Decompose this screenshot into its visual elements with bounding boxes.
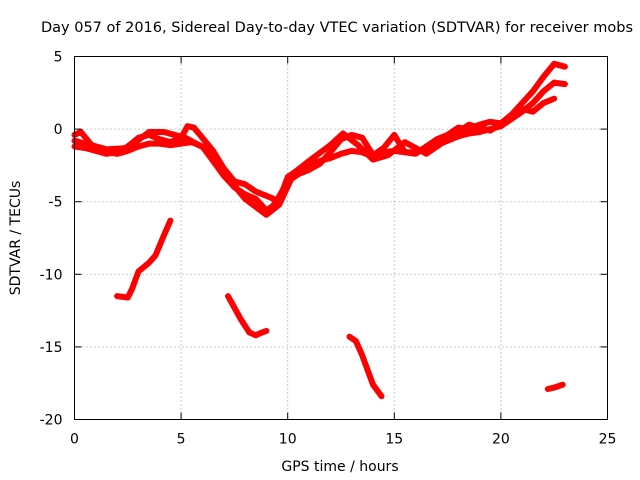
y-tick-label: 5 xyxy=(54,50,63,66)
axis-ticks xyxy=(74,56,608,420)
x-tick-label: 15 xyxy=(385,432,403,448)
x-tick-label: 0 xyxy=(70,432,79,448)
x-tick-label: 5 xyxy=(177,432,186,448)
series-segment-4 xyxy=(544,381,566,392)
series-segment-2 xyxy=(225,293,270,339)
series-main-track-b xyxy=(71,60,568,204)
series-main-track-a xyxy=(71,79,568,214)
plot-frame xyxy=(74,56,608,420)
x-tick-label: 20 xyxy=(492,432,510,448)
series-segment-1 xyxy=(114,217,174,301)
y-tick-label: -20 xyxy=(40,413,63,429)
x-tick-labels: 0 5 10 15 20 25 xyxy=(70,432,616,448)
y-tick-labels: -20 -15 -10 -5 0 5 xyxy=(40,50,63,429)
y-tick-label: -10 xyxy=(40,267,63,283)
series-segment-3 xyxy=(346,333,385,400)
x-axis-label: GPS time / hours xyxy=(281,459,398,475)
x-tick-label: 25 xyxy=(599,432,617,448)
series-main-track-c xyxy=(71,95,558,218)
y-tick-label: 0 xyxy=(54,122,63,138)
x-tick-label: 10 xyxy=(279,432,297,448)
y-tick-label: -5 xyxy=(49,195,63,211)
y-tick-label: -15 xyxy=(40,340,63,356)
chart-title: Day 057 of 2016, Sidereal Day-to-day VTE… xyxy=(41,20,633,36)
series-layer xyxy=(71,60,568,400)
y-axis-label: SDTVAR / TECUs xyxy=(8,181,24,296)
